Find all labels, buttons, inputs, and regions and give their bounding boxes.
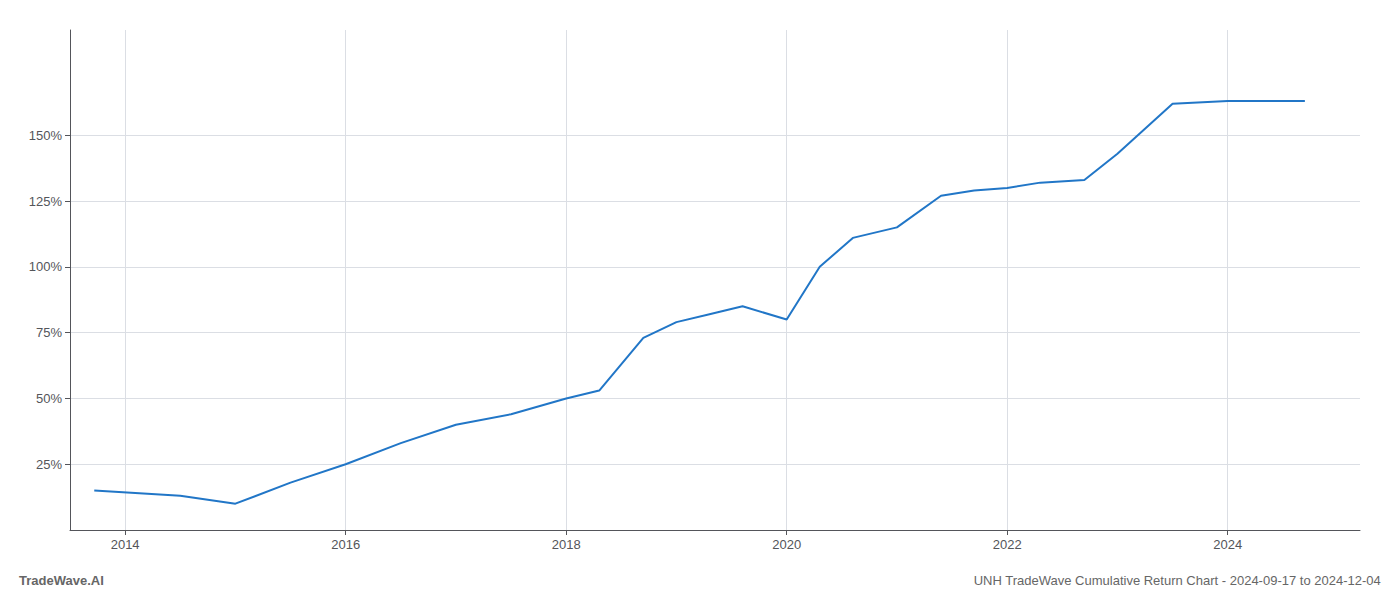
svg-text:TradeWave.AI: TradeWave.AI xyxy=(19,573,104,588)
svg-text:UNH TradeWave Cumulative Retur: UNH TradeWave Cumulative Return Chart - … xyxy=(974,573,1381,588)
svg-text:2022: 2022 xyxy=(993,537,1022,552)
svg-text:2018: 2018 xyxy=(552,537,581,552)
svg-text:2024: 2024 xyxy=(1213,537,1242,552)
svg-text:150%: 150% xyxy=(29,128,63,143)
svg-text:25%: 25% xyxy=(36,457,62,472)
svg-text:2020: 2020 xyxy=(772,537,801,552)
svg-text:2014: 2014 xyxy=(111,537,140,552)
svg-text:125%: 125% xyxy=(29,194,63,209)
svg-text:2016: 2016 xyxy=(331,537,360,552)
svg-text:75%: 75% xyxy=(36,325,62,340)
svg-text:50%: 50% xyxy=(36,391,62,406)
svg-text:100%: 100% xyxy=(29,259,63,274)
